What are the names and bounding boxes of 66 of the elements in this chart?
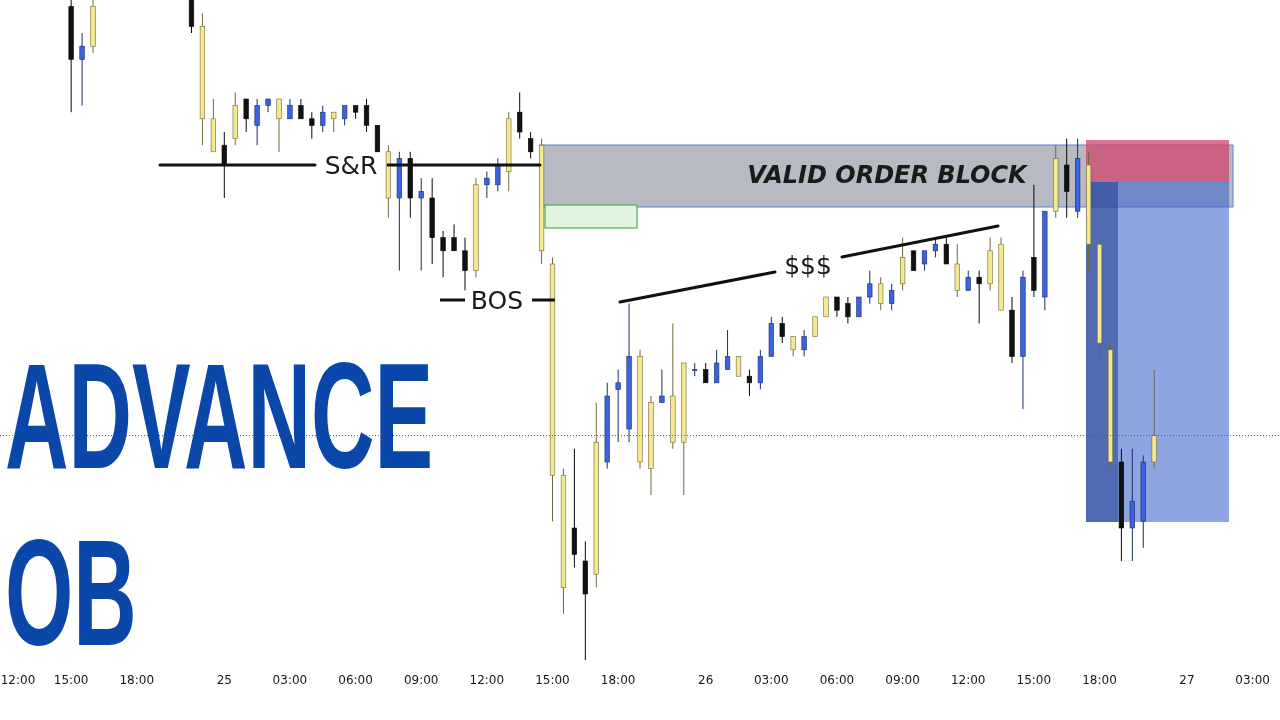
candlestick <box>801 329 807 357</box>
candlestick <box>495 157 501 192</box>
annotation: VALID ORDER BLOCK <box>747 161 1030 189</box>
x-tick-label: 18:00 <box>600 673 636 687</box>
candlestick <box>418 177 424 272</box>
candlestick <box>724 329 731 371</box>
candlestick <box>746 369 753 397</box>
x-tick-label: 25 <box>216 673 232 687</box>
candlestick <box>943 237 949 265</box>
candlestick <box>517 91 523 140</box>
x-tick-label: 06:00 <box>819 673 855 687</box>
candlestick <box>462 237 468 291</box>
candlestick <box>342 105 348 126</box>
candlestick <box>615 369 621 443</box>
candlestick <box>812 316 818 338</box>
x-tick-label: 06:00 <box>338 673 373 687</box>
candlestick <box>714 349 720 384</box>
ref-line-label: S&R <box>324 151 378 180</box>
x-tick-label: 15:00 <box>53 673 89 687</box>
candlestick <box>976 270 982 324</box>
x-tick-label: 15:00 <box>535 673 570 687</box>
candlestick <box>703 362 709 384</box>
candlestick <box>965 270 971 291</box>
candlestick <box>243 98 249 133</box>
x-tick-label: 03:00 <box>1235 673 1270 687</box>
candlestick <box>845 296 851 324</box>
candlestick <box>451 223 457 252</box>
candlestick <box>440 230 446 278</box>
candlestick <box>265 98 271 113</box>
candlestick <box>889 283 895 311</box>
candlestick <box>298 98 304 120</box>
candlestick <box>779 316 785 344</box>
candlestick <box>363 98 370 133</box>
candlestick <box>331 111 337 133</box>
candlestick <box>910 250 917 272</box>
candlestick <box>735 355 742 377</box>
x-tick-label: 27 <box>1179 673 1195 687</box>
candlestick <box>484 171 490 199</box>
candlestick <box>309 111 315 140</box>
x-tick-label: 03:00 <box>753 673 789 687</box>
candlestick <box>320 105 326 133</box>
candlestick <box>659 369 665 404</box>
x-tick-label: 12:00 <box>0 673 36 687</box>
x-tick-label: 12:00 <box>950 673 986 687</box>
annotation: BOS <box>470 286 524 315</box>
candlestick <box>834 296 840 318</box>
x-tick-label: 18:00 <box>119 673 155 687</box>
candlestick <box>79 32 85 107</box>
x-tick-label: 12:00 <box>469 673 505 687</box>
x-tick-label: 15:00 <box>1016 673 1052 687</box>
x-tick-label: 26 <box>698 673 714 687</box>
candlestick <box>856 296 862 318</box>
candlestick <box>276 98 282 153</box>
candlestick <box>254 98 260 146</box>
x-tick-label: 09:00 <box>885 673 920 687</box>
candlestick <box>867 270 873 305</box>
x-tick-label: 09:00 <box>403 673 439 687</box>
candlestick <box>878 276 884 311</box>
candlestick <box>823 296 829 318</box>
candlestick <box>287 98 293 120</box>
candlestick <box>921 250 928 272</box>
x-tick-label: 03:00 <box>272 673 308 687</box>
annotation: $$$ <box>784 251 832 280</box>
candlestick <box>528 131 534 159</box>
x-tick-label: 18:00 <box>1082 673 1117 687</box>
candlestick <box>790 336 796 357</box>
